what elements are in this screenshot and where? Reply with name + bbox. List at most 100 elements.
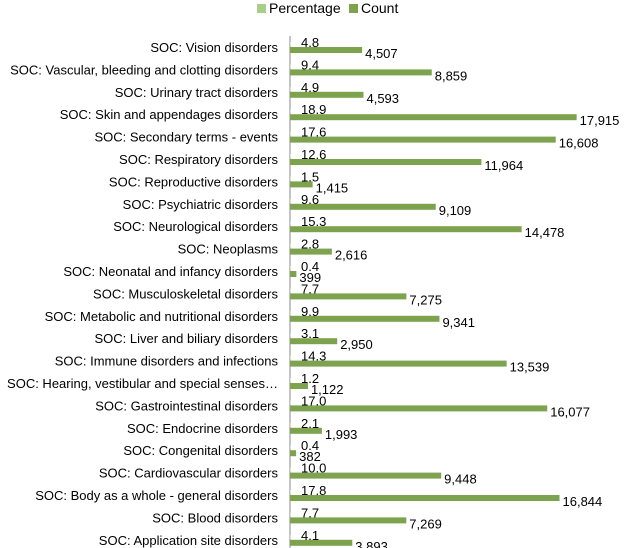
data-label-count: 13,539 [510, 360, 550, 375]
bar-percentage [290, 355, 291, 360]
data-label-percentage: 14.3 [301, 349, 326, 364]
data-label-count: 17,915 [580, 113, 620, 128]
legend-percentage-label: Percentage [269, 0, 341, 16]
bar-percentage [290, 42, 291, 46]
data-label-percentage: 17.6 [301, 125, 326, 140]
category-label: SOC: Respiratory disorders [119, 152, 278, 167]
bar-percentage [290, 198, 291, 203]
data-label-percentage: 0.4 [301, 259, 319, 274]
category-label: SOC: Hearing, vestibular and special sen… [7, 376, 278, 391]
category-label: SOC: Congenital disorders [123, 443, 278, 458]
data-label-count: 16,844 [563, 494, 603, 509]
bars [290, 42, 577, 546]
bar-percentage [290, 266, 291, 270]
data-label-percentage: 7.7 [301, 505, 319, 520]
category-label: SOC: Musculoskeletal disorders [93, 286, 278, 301]
bar-count [290, 136, 556, 143]
category-label: SOC: Secondary terms - events [94, 130, 278, 145]
bar-count [290, 91, 364, 98]
bar-count [290, 383, 308, 389]
bar-count [290, 360, 507, 367]
data-label-count: 8,859 [435, 68, 468, 83]
bar-percentage [290, 243, 291, 248]
data-label-percentage: 17.0 [301, 393, 326, 408]
data-label-count: 7,275 [409, 292, 442, 307]
category-label: SOC: Cardiovascular disorders [99, 466, 279, 481]
data-label-percentage: 7.7 [301, 281, 319, 296]
data-label-percentage: 10.0 [301, 461, 326, 476]
bar-percentage [290, 378, 291, 382]
bar-percentage [290, 154, 291, 158]
data-label-percentage: 4.1 [301, 528, 319, 543]
data-label-percentage: 2.1 [301, 416, 319, 431]
legend: Percentage Count [257, 0, 398, 16]
bar-percentage [290, 288, 291, 293]
data-label-count: 9,109 [439, 203, 472, 218]
data-label-count: 3,893 [355, 539, 388, 548]
bar-percentage [290, 64, 291, 69]
data-label-count: 382 [299, 449, 321, 464]
data-label-percentage: 4.8 [301, 35, 319, 50]
bar-percentage [290, 422, 291, 427]
bar-percentage [290, 534, 291, 539]
category-label: SOC: Skin and appendages disorders [60, 107, 279, 122]
bar-count [290, 293, 407, 300]
bar-percentage [290, 86, 291, 91]
legend-percentage-swatch [257, 4, 266, 13]
data-label-count: 1,415 [316, 180, 349, 195]
bar-count [290, 338, 338, 345]
data-label-count: 7,269 [409, 516, 442, 531]
bar-count [290, 69, 432, 76]
category-label: SOC: Metabolic and nutritional disorders [45, 309, 279, 324]
bar-count [290, 47, 363, 53]
data-label-percentage: 9.4 [301, 57, 319, 72]
data-label-count: 9,448 [444, 472, 477, 487]
bar-count [290, 248, 332, 255]
data-label-count: 1,122 [311, 382, 344, 397]
bar-percentage [290, 333, 291, 338]
category-label: SOC: Body as a whole - general disorders [35, 488, 278, 503]
bar-count [290, 472, 442, 479]
bar-percentage [290, 310, 291, 315]
category-label: SOC: Reproductive disorders [109, 174, 279, 189]
data-label-percentage: 3.1 [301, 326, 319, 341]
category-labels: SOC: Vision disorders SOC: Vascular, blee… [7, 40, 278, 548]
category-label: SOC: Neoplasms [178, 242, 279, 257]
category-label: SOC: Neonatal and infancy disorders [63, 264, 278, 279]
bar-percentage [290, 490, 291, 494]
data-label-percentage: 4.9 [301, 80, 319, 95]
bar-count [290, 271, 297, 277]
data-label-percentage: 9.6 [301, 192, 319, 207]
category-label: SOC: Vascular, bleeding and clotting dis… [10, 62, 278, 77]
data-label-percentage: 17.8 [301, 483, 326, 498]
data-label-percentage: 0.4 [301, 438, 319, 453]
data-label-percentage: 12.6 [301, 147, 326, 162]
data-label-count: 11,964 [484, 158, 523, 173]
legend-count-swatch [349, 4, 358, 13]
bar-percentage [290, 109, 291, 114]
bar-count [290, 159, 482, 165]
category-label: SOC: Neurological disorders [113, 219, 278, 234]
bar-count [290, 539, 353, 546]
bar-count [290, 114, 577, 121]
value-labels: 4.8 4,507 9.4 8,859 4.9 4,593 18.9 17,915 17.6 16… [299, 35, 619, 548]
data-label-count: 399 [299, 270, 321, 285]
bar-percentage [290, 221, 291, 226]
bar-percentage [290, 512, 291, 517]
bar-count [290, 517, 407, 524]
bar-percentage [290, 467, 291, 472]
category-label: SOC: Application site disorders [99, 533, 279, 548]
bar-count [290, 226, 522, 233]
category-label: SOC: Immune disorders and infections [55, 354, 279, 369]
data-label-percentage: 18.9 [301, 102, 326, 117]
category-label: SOC: Vision disorders [150, 40, 278, 55]
bar-count [290, 427, 322, 434]
data-label-count: 4,507 [365, 46, 398, 61]
data-label-count: 16,608 [559, 136, 599, 151]
legend-count-label: Count [361, 0, 398, 16]
data-label-count: 14,478 [525, 225, 565, 240]
bar-percentage [290, 176, 291, 181]
category-label: SOC: Endocrine disorders [127, 421, 279, 436]
bar-percentage [290, 445, 291, 450]
